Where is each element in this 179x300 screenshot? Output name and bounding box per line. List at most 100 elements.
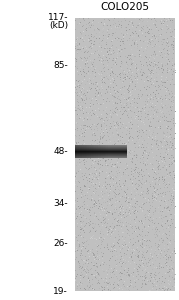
Point — [108, 35, 110, 40]
Point — [172, 169, 175, 174]
Point — [119, 196, 122, 201]
Point — [139, 259, 142, 264]
Point — [124, 285, 127, 290]
Point — [165, 40, 168, 44]
Point — [112, 159, 115, 164]
Point — [131, 63, 134, 68]
Point — [164, 274, 167, 279]
Point — [80, 175, 83, 179]
Point — [107, 247, 110, 251]
Point — [86, 72, 89, 76]
Point — [152, 254, 155, 258]
Point — [122, 222, 125, 227]
Point — [173, 123, 176, 128]
Point — [161, 177, 164, 182]
Point — [143, 150, 146, 155]
Point — [142, 231, 145, 236]
Point — [76, 53, 79, 58]
Point — [166, 78, 169, 83]
Point — [169, 227, 172, 232]
Point — [132, 122, 135, 127]
Point — [87, 281, 90, 286]
Point — [113, 23, 116, 28]
Point — [107, 17, 110, 22]
Point — [123, 20, 125, 25]
Point — [119, 114, 122, 118]
Point — [165, 227, 168, 232]
Point — [94, 124, 97, 129]
Point — [128, 84, 131, 88]
Point — [171, 288, 174, 292]
Point — [153, 174, 156, 179]
Point — [158, 142, 161, 147]
Point — [95, 194, 97, 199]
Point — [82, 180, 84, 184]
Point — [133, 114, 136, 119]
Point — [97, 159, 100, 164]
Point — [164, 146, 166, 151]
Point — [77, 196, 80, 200]
Point — [91, 160, 94, 165]
Point — [117, 126, 120, 131]
Point — [115, 267, 117, 272]
Point — [169, 206, 172, 211]
Point — [88, 117, 90, 122]
Point — [99, 115, 102, 119]
Point — [166, 98, 169, 102]
Point — [130, 283, 133, 287]
Point — [163, 239, 166, 244]
Point — [137, 274, 140, 279]
Point — [157, 118, 159, 123]
Point — [79, 148, 82, 153]
Point — [93, 126, 96, 130]
Point — [136, 107, 139, 112]
Point — [110, 281, 113, 286]
Point — [115, 274, 118, 279]
Point — [96, 171, 99, 176]
Point — [138, 227, 141, 232]
Point — [93, 94, 95, 99]
Point — [95, 121, 98, 125]
Point — [79, 101, 82, 106]
Point — [105, 135, 108, 140]
Point — [116, 227, 119, 232]
Point — [109, 184, 112, 188]
Point — [120, 260, 123, 265]
Point — [117, 259, 120, 264]
Point — [149, 276, 152, 281]
Point — [166, 247, 169, 252]
Point — [103, 50, 106, 55]
Point — [113, 108, 116, 112]
Point — [155, 110, 158, 115]
Point — [78, 41, 81, 46]
Point — [109, 87, 112, 92]
Point — [84, 175, 87, 180]
Point — [118, 166, 121, 170]
Point — [96, 20, 99, 25]
Point — [155, 142, 158, 147]
Point — [138, 89, 141, 94]
Point — [83, 194, 86, 199]
Point — [154, 142, 157, 146]
Point — [162, 125, 165, 130]
Point — [82, 192, 84, 197]
Point — [95, 279, 98, 284]
Point — [136, 179, 139, 184]
Point — [160, 104, 163, 109]
Point — [151, 137, 154, 142]
Point — [81, 58, 84, 63]
Point — [124, 52, 126, 56]
Point — [122, 276, 124, 281]
Point — [158, 160, 161, 165]
Point — [127, 75, 130, 80]
Point — [158, 285, 160, 290]
Point — [148, 208, 151, 213]
Point — [151, 164, 153, 169]
Point — [97, 222, 100, 227]
Point — [98, 92, 101, 97]
Point — [90, 146, 93, 151]
Point — [90, 198, 93, 203]
Point — [93, 67, 96, 72]
Point — [74, 127, 77, 131]
Point — [88, 141, 91, 146]
